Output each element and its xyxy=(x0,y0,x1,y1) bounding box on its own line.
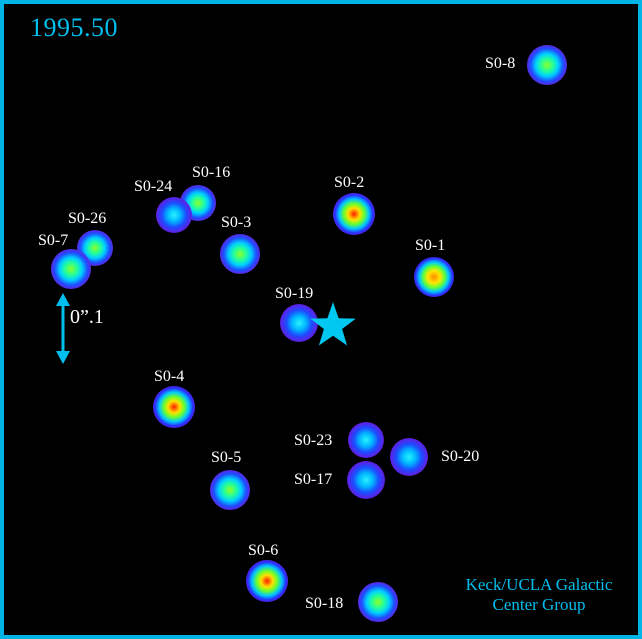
star-source xyxy=(527,45,567,85)
star-label: S0-1 xyxy=(415,237,446,254)
star-label: S0-19 xyxy=(275,285,314,302)
star-source xyxy=(390,438,428,476)
star-source xyxy=(358,582,398,622)
star-source xyxy=(246,560,288,602)
star-label: S0-5 xyxy=(211,449,242,466)
star-source xyxy=(210,470,250,510)
star-label: S0-6 xyxy=(248,542,279,559)
star-source xyxy=(280,304,318,342)
star-source xyxy=(51,249,91,289)
star-label: S0-7 xyxy=(38,232,69,249)
star-source xyxy=(414,257,454,297)
star-label: S0-2 xyxy=(334,174,365,191)
star-label: S0-24 xyxy=(134,178,173,195)
star-label: S0-26 xyxy=(68,210,107,227)
star-label: S0-3 xyxy=(221,214,252,231)
star-label: S0-18 xyxy=(305,595,344,612)
scale-bar-label: 0”.1 xyxy=(70,306,104,328)
credit-line-1: Keck/UCLA Galactic xyxy=(465,575,613,594)
star-label: S0-4 xyxy=(154,368,185,385)
star-label: S0-23 xyxy=(294,432,333,449)
star-label: S0-17 xyxy=(294,471,333,488)
credit-line-2: Center Group xyxy=(492,595,586,614)
arrow-down-icon xyxy=(56,351,70,364)
credit-text: Keck/UCLA Galactic Center Group xyxy=(429,575,638,615)
star-source xyxy=(153,386,195,428)
star-label: S0-20 xyxy=(441,448,480,465)
epoch-label: 1995.50 xyxy=(30,13,118,42)
star-source xyxy=(333,193,375,235)
star-label: S0-16 xyxy=(192,164,231,181)
star-source xyxy=(220,234,260,274)
star-source xyxy=(156,197,192,233)
star-source xyxy=(348,422,384,458)
star-source xyxy=(347,461,385,499)
star-label: S0-8 xyxy=(485,55,516,72)
arrow-up-icon xyxy=(56,293,70,306)
